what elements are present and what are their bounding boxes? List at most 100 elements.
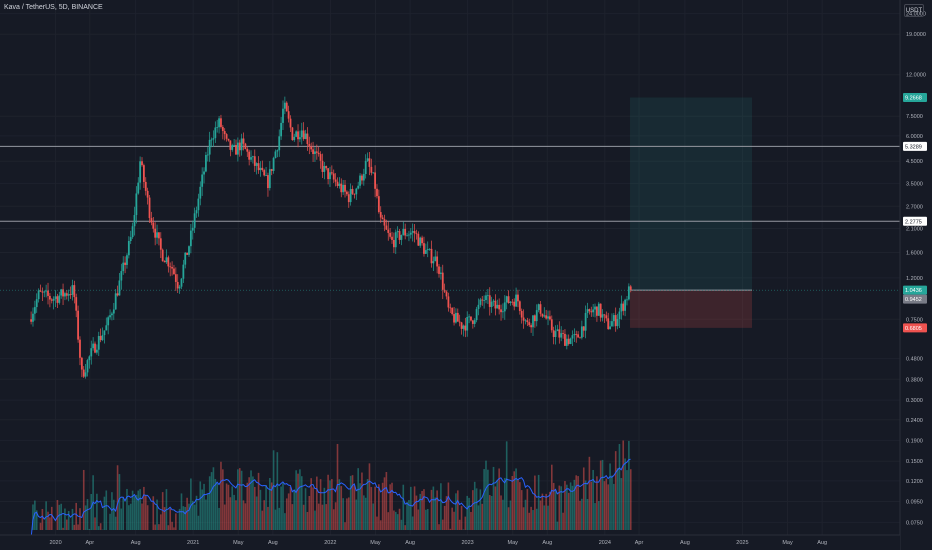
volume-bar — [199, 481, 202, 530]
time-tick-label: May — [508, 540, 519, 546]
candle-body — [550, 319, 553, 331]
candle-body — [349, 188, 352, 203]
volume-bar — [293, 490, 296, 530]
volume-bar — [507, 507, 510, 530]
time-tick-label: 2022 — [324, 540, 336, 546]
candle-body — [432, 261, 435, 264]
candle-body — [424, 250, 427, 254]
volume-bar — [597, 501, 600, 530]
candle-body — [596, 306, 598, 316]
candle-body — [564, 333, 566, 346]
candle-body — [547, 316, 549, 319]
candle-body — [503, 302, 506, 312]
volume-bar — [605, 478, 608, 530]
volume-bar — [58, 504, 61, 530]
volume-bar — [517, 479, 519, 530]
candle-body — [377, 196, 380, 213]
candle-body — [601, 314, 604, 318]
long-position-tool[interactable] — [630, 97, 752, 328]
volume-bar — [212, 467, 215, 530]
candle-body — [357, 185, 360, 189]
time-tick-label: Aug — [680, 540, 690, 546]
volume-bar — [317, 503, 320, 530]
candle-body — [533, 315, 536, 322]
volume-bar — [71, 508, 74, 530]
volume-bar — [255, 496, 258, 530]
volume-bar — [357, 468, 359, 530]
candle-body — [146, 190, 149, 198]
candle-body — [79, 339, 81, 358]
candle-body — [554, 331, 557, 338]
time-axis-bg — [0, 535, 900, 550]
volume-bar — [487, 469, 489, 530]
volume-bar — [488, 495, 491, 530]
volume-bar — [105, 490, 108, 530]
volume-bar — [558, 485, 561, 530]
volume-bar — [519, 482, 521, 530]
volume-bar — [229, 497, 232, 530]
candle-body — [182, 264, 185, 279]
candle-body — [283, 102, 286, 109]
price-tag-box — [903, 285, 927, 295]
volume-bar — [566, 484, 568, 530]
volume-bar — [381, 482, 384, 530]
candle-body — [212, 138, 215, 140]
volume-bar — [398, 508, 401, 530]
candle-body — [603, 314, 606, 316]
volume-bar — [86, 499, 89, 530]
time-axis[interactable]: 2020 Apr Aug 2021 May Aug 2022 May Aug 2023 May Aug… — [0, 534, 900, 550]
candle-body — [530, 325, 533, 328]
candle-body — [50, 299, 53, 301]
candle-body — [389, 232, 392, 237]
price-tick-label: 0.1500 — [906, 459, 923, 465]
volume-bar — [453, 511, 455, 530]
volume-bar — [278, 507, 281, 530]
volume-bar — [193, 504, 196, 530]
candle-body — [150, 218, 153, 223]
candle-body — [556, 329, 559, 332]
volume-bar — [389, 484, 391, 530]
volume-bar — [223, 504, 226, 530]
volume-bar — [449, 528, 452, 530]
volume-bar — [500, 495, 502, 530]
volume-bar — [376, 516, 378, 530]
candle-body — [518, 301, 521, 311]
candle-body — [293, 136, 296, 141]
candle-body — [69, 294, 72, 295]
volume-bar — [552, 482, 555, 530]
currency-button[interactable]: USDT — [904, 4, 924, 17]
candle-body — [163, 261, 166, 263]
candle-body — [299, 137, 301, 140]
volume-bar — [447, 482, 450, 530]
candle-body — [310, 146, 313, 150]
volume-bar — [233, 494, 235, 530]
candle-body — [144, 181, 147, 191]
volume-bar — [483, 469, 485, 530]
volume-bar — [66, 519, 68, 530]
volume-bar — [492, 466, 495, 530]
candle-body — [443, 289, 446, 292]
candle-body — [599, 303, 602, 318]
volume-bar — [154, 524, 156, 530]
volume-bar — [135, 494, 138, 530]
horizontal-levels[interactable] — [0, 145, 900, 222]
candle-body — [346, 191, 348, 195]
price-axis[interactable]: 24.0000 19.0000 12.0000 7.5000 6.0000 4.5000 3… — [899, 0, 932, 550]
symbol-title: Kava / TetherUS, 5D, BINANCE — [4, 4, 103, 11]
time-tick-label: May — [233, 540, 244, 546]
candle-body — [541, 313, 544, 317]
candle-body — [347, 194, 350, 203]
candle-body — [33, 307, 36, 314]
volume-bar — [216, 483, 218, 530]
volume-bar — [511, 476, 514, 530]
candle-body — [289, 118, 292, 128]
candle-body — [82, 369, 85, 377]
volume-bar — [144, 495, 147, 530]
volume-bar — [353, 485, 356, 530]
time-tick-label: 2021 — [187, 540, 199, 546]
candle-body — [159, 238, 162, 250]
volume-bar — [387, 512, 390, 530]
price-tag-label: 0.6805 — [905, 326, 922, 332]
time-tick-label: 2024 — [599, 540, 611, 546]
